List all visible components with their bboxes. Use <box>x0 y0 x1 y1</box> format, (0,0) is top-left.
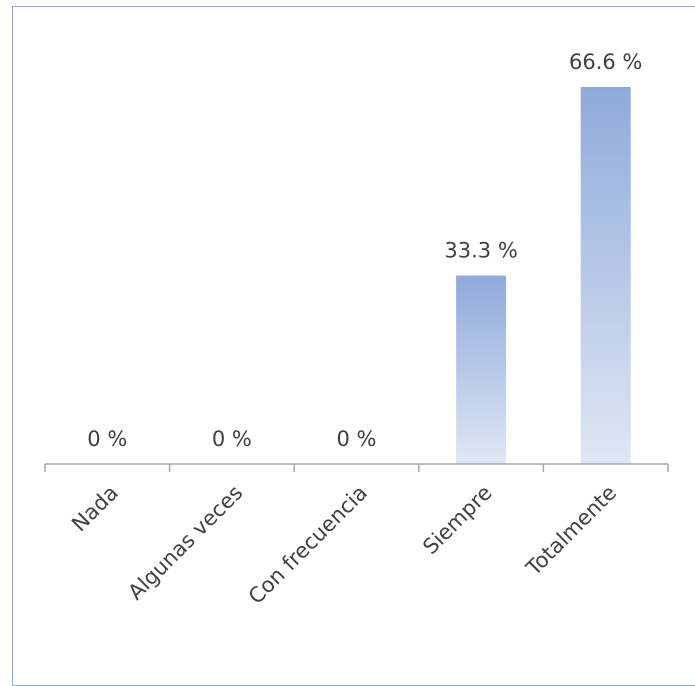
data-label: 33.3 % <box>444 239 517 263</box>
bar-siempre <box>456 275 507 464</box>
x-axis <box>44 463 669 472</box>
category-label: Nada <box>67 481 123 537</box>
category-label: Algunas veces <box>123 481 247 605</box>
data-label: 66.6 % <box>569 50 642 74</box>
bar-totalmente <box>580 87 631 464</box>
category-label: Totalmente <box>521 481 621 581</box>
data-label: 0 % <box>212 427 252 451</box>
value-labels: 0 % 0 % 0 % 33.3 % 66.6 % <box>87 50 642 451</box>
category-label: Siempre <box>418 481 496 559</box>
category-label: Con frecuencia <box>244 481 372 609</box>
data-label: 0 % <box>337 427 377 451</box>
data-label: 0 % <box>87 427 127 451</box>
bars-layer <box>456 87 631 464</box>
